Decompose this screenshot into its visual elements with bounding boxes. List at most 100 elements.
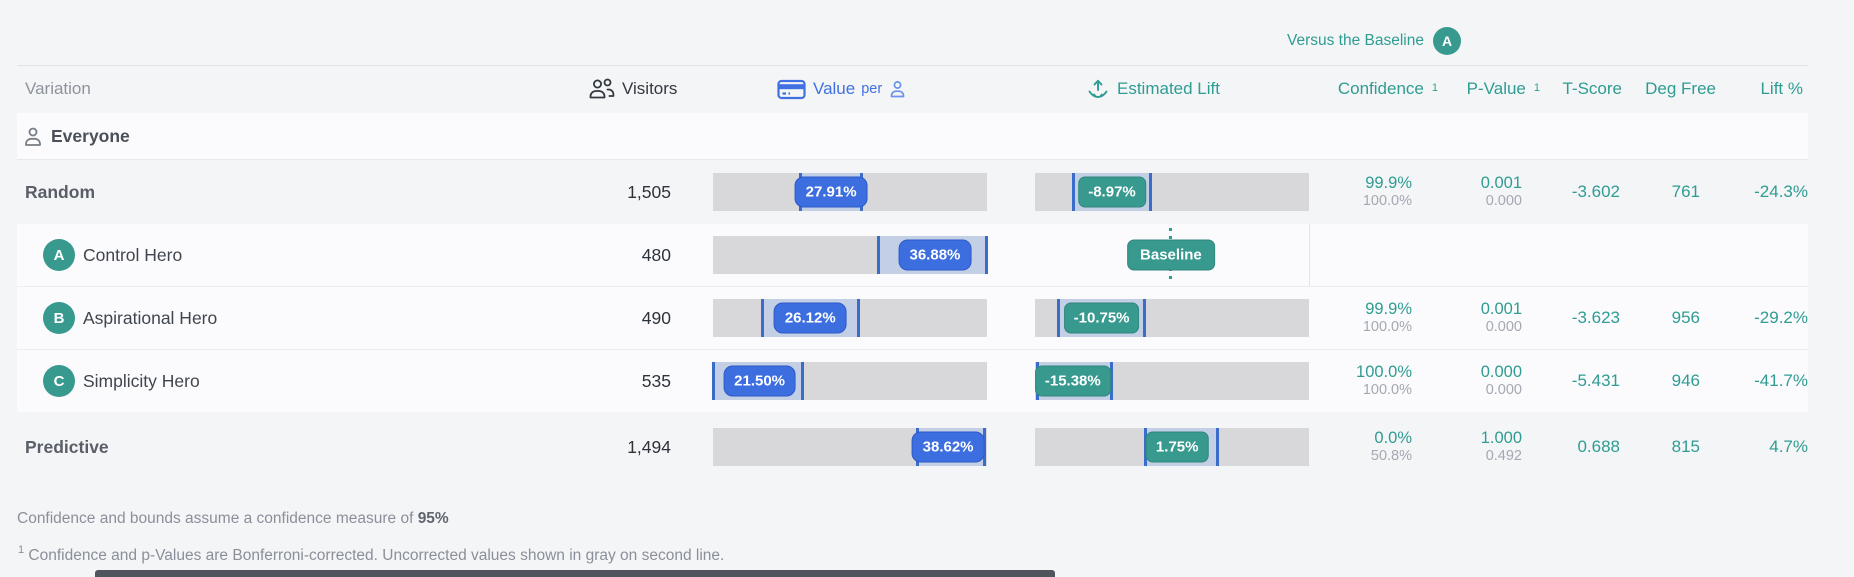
ci-upper-line — [1216, 428, 1220, 466]
lift-bar: -15.38% — [1034, 362, 1309, 400]
confidence-cell: 0.0% 50.8% — [1370, 429, 1412, 464]
cell-divider — [1309, 224, 1310, 286]
visitors-header-label: Visitors — [622, 79, 678, 98]
table-header: Variation Visitors Value — [0, 65, 1854, 113]
header-divider — [17, 65, 1808, 66]
lift-pct-cell: -41.7% — [1754, 371, 1808, 390]
col-header-visitors[interactable]: Visitors — [588, 65, 677, 113]
bonferroni-footnote: 1 Confidence and p-Values are Bonferroni… — [18, 544, 725, 565]
lift-bar-cell: -15.38% — [987, 350, 1309, 412]
lift-bar-cell: -10.75% — [987, 287, 1309, 349]
p-value-cell: 0.001 0.000 — [1480, 300, 1522, 335]
visitors-value: 480 — [641, 244, 671, 265]
ci-lower-line — [761, 299, 765, 337]
table-row-aspirational-hero[interactable]: B Aspirational Hero 490 26.12% -10.75% — [17, 286, 1808, 349]
col-header-estimated-lift[interactable]: Estimated Lift — [1086, 65, 1220, 113]
lift-pill: -10.75% — [1063, 302, 1140, 334]
ci-lower-line — [1057, 299, 1061, 337]
visitors-value: 1,494 — [627, 436, 671, 457]
lift-pill: -8.97% — [1078, 176, 1146, 208]
ci-upper-line — [983, 428, 987, 466]
variation-name: A Control Hero — [17, 239, 603, 271]
ci-upper-line — [857, 299, 861, 337]
deg-free-cell: 946 — [1671, 371, 1700, 390]
variation-name: C Simplicity Hero — [17, 365, 603, 397]
lift-bar-cell: 1.75% — [987, 412, 1309, 482]
lift-pill: 1.75% — [1145, 431, 1209, 463]
ci-upper-line — [1109, 362, 1113, 400]
table-row-control-hero[interactable]: A Control Hero 480 36.88% Baseline — [17, 224, 1808, 286]
value-pill: 38.62% — [911, 431, 985, 463]
value-pill: 27.91% — [794, 176, 868, 208]
table-row-random[interactable]: Random 1,505 27.91% -8.97% 99 — [17, 160, 1808, 224]
value-pill: 36.88% — [898, 239, 972, 271]
estimated-lift-header-label: Estimated Lift — [1117, 79, 1220, 98]
variant-badge-a: A — [43, 239, 75, 271]
t-score-cell: 0.688 — [1577, 437, 1620, 456]
value-bar: 36.88% — [713, 236, 988, 274]
deg-free-cell: 761 — [1671, 182, 1700, 201]
value-header-label: Value — [813, 79, 856, 98]
deg-free-cell: 815 — [1671, 437, 1700, 456]
footnote-marker: 1 — [1533, 82, 1540, 94]
value-bar-cell: 36.88% — [673, 224, 988, 286]
ci-upper-line — [1148, 173, 1152, 211]
col-header-deg-free[interactable]: Deg Free — [1645, 79, 1716, 98]
p-value-cell: 0.000 0.000 — [1480, 363, 1522, 398]
confidence-cell: 99.9% 100.0% — [1362, 174, 1412, 209]
value-bar: 21.50% — [712, 362, 987, 400]
t-score-cell: -3.623 — [1571, 308, 1620, 327]
value-bar: 27.91% — [713, 173, 987, 211]
col-header-lift-pct[interactable]: Lift % — [1760, 79, 1803, 98]
lift-pct-cell: 4.7% — [1769, 437, 1808, 456]
p-value-cell: 1.000 0.492 — [1480, 429, 1522, 464]
variant-badge-c: C — [43, 365, 75, 397]
ci-upper-line — [985, 236, 988, 274]
ci-lower-line — [876, 236, 880, 274]
baseline-pill: Baseline — [1127, 239, 1215, 271]
lift-bar: -10.75% — [1035, 299, 1309, 337]
versus-baseline-label: Versus the Baseline — [1286, 32, 1424, 49]
visitors-value: 535 — [641, 370, 671, 391]
variant-badge-b: B — [43, 302, 75, 334]
per-label: per — [861, 81, 883, 97]
p-value-cell: 0.001 0.000 — [1480, 174, 1522, 209]
table-row-predictive[interactable]: Predictive 1,494 38.62% 1.75% — [17, 412, 1808, 482]
t-score-cell: -3.602 — [1571, 182, 1620, 201]
lift-hand-icon — [1086, 77, 1110, 101]
value-pill: 26.12% — [773, 302, 847, 334]
ci-lower-line — [1143, 428, 1147, 466]
visitors-value: 1,505 — [627, 181, 671, 202]
col-header-confidence[interactable]: Confidence 1 — [1337, 79, 1438, 98]
ci-lower-line — [712, 362, 715, 400]
value-pill: 21.50% — [723, 365, 797, 397]
visitors-icon — [588, 78, 615, 100]
baseline-variant-badge: A — [1433, 27, 1461, 55]
confidence-measure-note: Confidence and bounds assume a confidenc… — [17, 510, 449, 527]
col-header-value-per[interactable]: Value per — [777, 65, 906, 113]
confidence-cell: 100.0% 100.0% — [1356, 363, 1412, 398]
value-bar-cell: 26.12% — [673, 287, 987, 349]
lift-pct-cell: -29.2% — [1754, 308, 1808, 327]
bottom-partial-element — [95, 570, 1055, 577]
baseline-marker: Baseline — [1035, 228, 1309, 282]
value-bar: 26.12% — [713, 299, 987, 337]
lift-bar-cell: Baseline — [987, 224, 1309, 286]
variation-name: B Aspirational Hero — [17, 302, 603, 334]
variation-name: Predictive — [25, 436, 109, 457]
ci-lower-line — [1072, 173, 1076, 211]
lift-bar: 1.75% — [1035, 428, 1309, 466]
versus-baseline: Versus the Baseline A — [1287, 27, 1461, 55]
lift-pct-cell: -24.3% — [1754, 182, 1808, 201]
per-person-icon — [889, 80, 906, 98]
col-header-p-value[interactable]: P-Value 1 — [1466, 79, 1540, 98]
segment-row-everyone[interactable]: Everyone — [17, 113, 1808, 160]
lift-bar: -8.97% — [1035, 173, 1309, 211]
col-header-t-score[interactable]: T-Score — [1562, 79, 1622, 98]
deg-free-cell: 956 — [1671, 308, 1700, 327]
table-row-simplicity-hero[interactable]: C Simplicity Hero 535 21.50% -15.38% — [17, 349, 1808, 412]
variation-name: Random — [25, 181, 95, 202]
col-header-variation: Variation — [25, 79, 91, 98]
value-bar: 38.62% — [713, 428, 987, 466]
